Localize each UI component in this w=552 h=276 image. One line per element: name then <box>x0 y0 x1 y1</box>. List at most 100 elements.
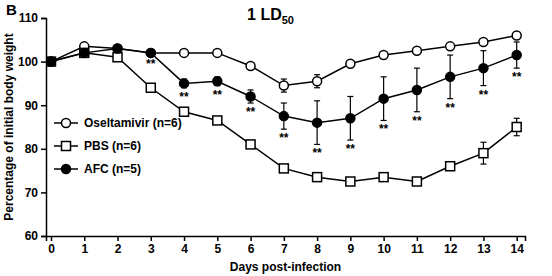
tick-mark <box>51 236 53 241</box>
point <box>346 177 355 186</box>
y-axis-title: Percentage of initial body weight <box>2 33 16 220</box>
annotation: ** <box>179 90 189 104</box>
tick: 1 <box>81 236 88 256</box>
point <box>479 64 488 73</box>
annotation: ** <box>279 131 289 145</box>
tick-label: 12 <box>444 242 458 256</box>
tick: 110 <box>19 11 46 25</box>
point <box>213 77 222 86</box>
markers <box>46 44 521 127</box>
tick-label: 100 <box>18 55 38 69</box>
point <box>146 48 155 57</box>
plot-area <box>46 31 521 186</box>
tick: 7 <box>281 236 288 256</box>
tick-mark <box>350 236 352 241</box>
point <box>180 79 189 88</box>
point <box>146 83 155 92</box>
point <box>412 177 421 186</box>
point <box>446 162 455 171</box>
tick-label: 11 <box>411 242 424 256</box>
series <box>51 53 520 182</box>
point <box>379 51 388 60</box>
tick-label: 4 <box>181 242 188 256</box>
annotation: ** <box>412 114 422 128</box>
point <box>246 61 255 70</box>
tick: 90 <box>25 99 46 113</box>
legend-label: Oseltamivir (n=6) <box>84 116 182 130</box>
tick-mark <box>217 236 219 241</box>
point <box>146 48 155 57</box>
annotation: ** <box>512 70 522 84</box>
tick-mark <box>41 236 46 238</box>
tick-mark <box>117 236 119 241</box>
point <box>346 59 355 68</box>
point <box>379 173 388 182</box>
point <box>213 48 222 57</box>
tick-mark <box>483 236 485 241</box>
tick-label: 9 <box>348 242 355 256</box>
point <box>180 107 189 116</box>
tick-mark <box>41 18 46 20</box>
tick: 9 <box>348 236 355 256</box>
tick-label: 8 <box>314 242 321 256</box>
point <box>80 48 89 57</box>
axis-line <box>47 237 526 242</box>
point <box>46 57 55 66</box>
tick-label: 6 <box>248 242 255 256</box>
tick-mark <box>84 236 86 241</box>
point <box>512 31 521 40</box>
tick-label: 2 <box>115 242 122 256</box>
legend-label: AFC (n=5) <box>84 162 141 176</box>
tick: 14 <box>511 236 525 256</box>
point <box>479 37 488 46</box>
y-axis: 60 70 80 90 100 110 <box>18 11 47 243</box>
point <box>512 51 521 60</box>
tick-label: 13 <box>477 242 491 256</box>
tick-mark <box>41 149 46 151</box>
legend-entry: Oseltamivir (n=6) <box>54 116 182 130</box>
tick-mark <box>184 236 186 241</box>
tick: 13 <box>477 236 491 256</box>
x-axis: 01234567891011121314 <box>47 236 526 256</box>
tick-label: 1 <box>81 242 88 256</box>
point <box>246 92 255 101</box>
tick-label: 60 <box>25 229 39 243</box>
point <box>313 173 322 182</box>
tick-label: 80 <box>25 142 39 156</box>
tick: 100 <box>18 55 46 69</box>
tick: 70 <box>25 186 46 200</box>
legend-marker <box>62 142 71 151</box>
legend-marker <box>62 165 71 174</box>
point <box>279 81 288 90</box>
annotation: ** <box>479 88 489 102</box>
series-line <box>51 49 517 123</box>
tick-label: 5 <box>214 242 221 256</box>
tick-mark <box>450 236 452 241</box>
panel-label: B <box>6 1 17 18</box>
point <box>479 149 488 158</box>
tick-label: 10 <box>377 242 391 256</box>
point <box>279 112 288 121</box>
markers <box>46 48 521 186</box>
tick: 12 <box>444 236 458 256</box>
point <box>46 57 55 66</box>
legend: Oseltamivir (n=6) PBS (n=6) AFC (n=5) <box>54 116 182 176</box>
series-line <box>51 53 517 182</box>
tick: 5 <box>214 236 221 256</box>
tick-label: 0 <box>48 242 55 256</box>
point <box>113 44 122 53</box>
tick-label: 110 <box>19 11 39 25</box>
annotation: ** <box>246 105 256 119</box>
point <box>446 72 455 81</box>
tick: 8 <box>314 236 321 256</box>
title: 1 LD50 <box>247 6 294 26</box>
tick-mark <box>516 236 518 241</box>
tick-mark <box>250 236 252 241</box>
tick: 80 <box>25 142 46 156</box>
tick: 10 <box>377 236 391 256</box>
series <box>51 42 520 144</box>
series-line <box>51 35 517 85</box>
point <box>279 164 288 173</box>
x-axis-title: Days post-infection <box>230 260 341 274</box>
legend-label: PBS (n=6) <box>84 139 141 153</box>
